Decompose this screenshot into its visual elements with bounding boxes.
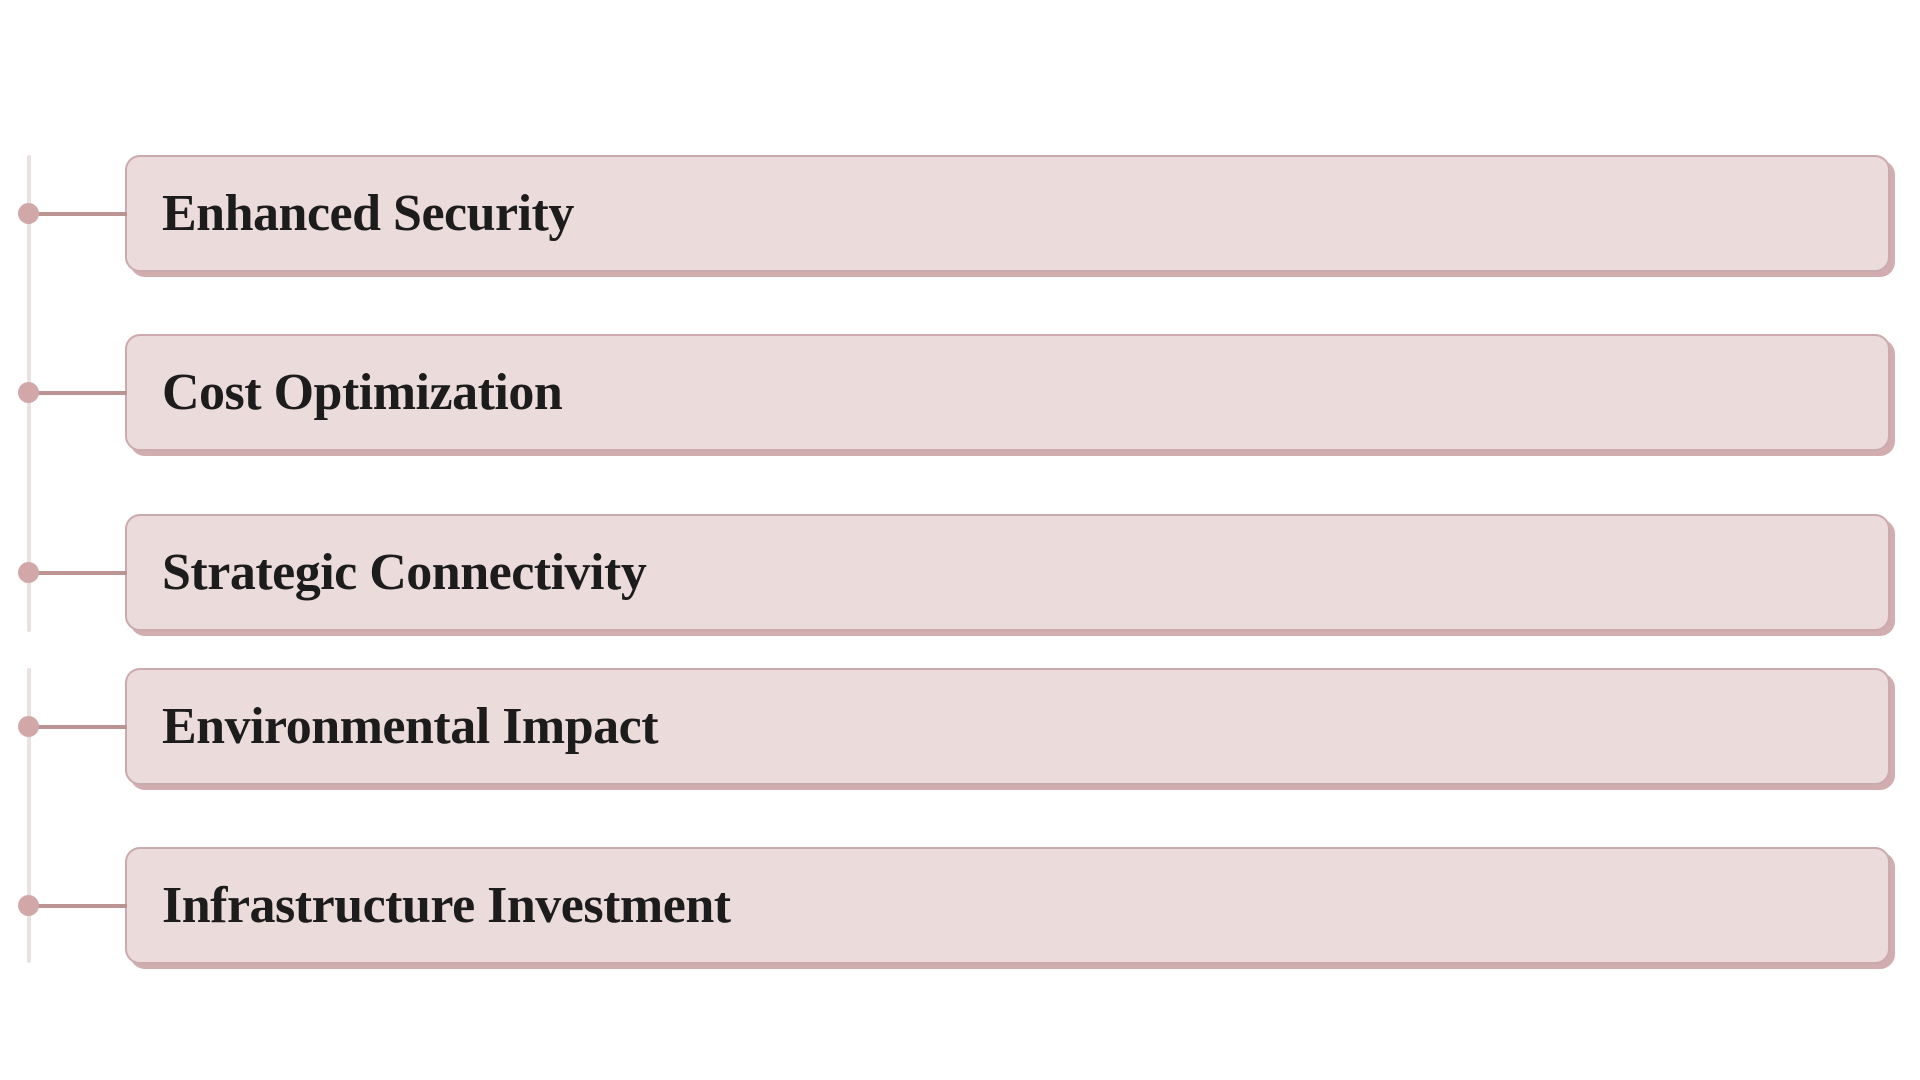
timeline-item-cost-optimization: Cost Optimization — [0, 334, 1920, 451]
timeline-item-label: Enhanced Security — [162, 185, 574, 242]
connector-line — [28, 390, 127, 395]
timeline-item-label: Cost Optimization — [162, 364, 563, 421]
timeline-item-label: Strategic Connectivity — [162, 544, 647, 601]
timeline-dot — [18, 203, 39, 224]
timeline-item-environmental-impact: Environmental Impact — [0, 668, 1920, 785]
connector-line — [28, 903, 127, 908]
timeline-card: Enhanced Security — [125, 155, 1890, 272]
timeline-card: Infrastructure Investment — [125, 847, 1890, 964]
connector-line — [28, 211, 127, 216]
timeline-card: Environmental Impact — [125, 668, 1890, 785]
timeline-item-strategic-connectivity: Strategic Connectivity — [0, 514, 1920, 631]
timeline-spine-lower — [27, 668, 31, 963]
timeline-dot — [18, 716, 39, 737]
connector-line — [28, 570, 127, 575]
timeline-item-enhanced-security: Enhanced Security — [0, 155, 1920, 272]
timeline-dot — [18, 562, 39, 583]
timeline-item-label: Infrastructure Investment — [162, 877, 731, 934]
timeline-card: Cost Optimization — [125, 334, 1890, 451]
timeline-dot — [18, 382, 39, 403]
timeline-item-label: Environmental Impact — [162, 698, 659, 755]
timeline-item-infrastructure-investment: Infrastructure Investment — [0, 847, 1920, 964]
timeline-card: Strategic Connectivity — [125, 514, 1890, 631]
connector-line — [28, 724, 127, 729]
timeline-dot — [18, 895, 39, 916]
